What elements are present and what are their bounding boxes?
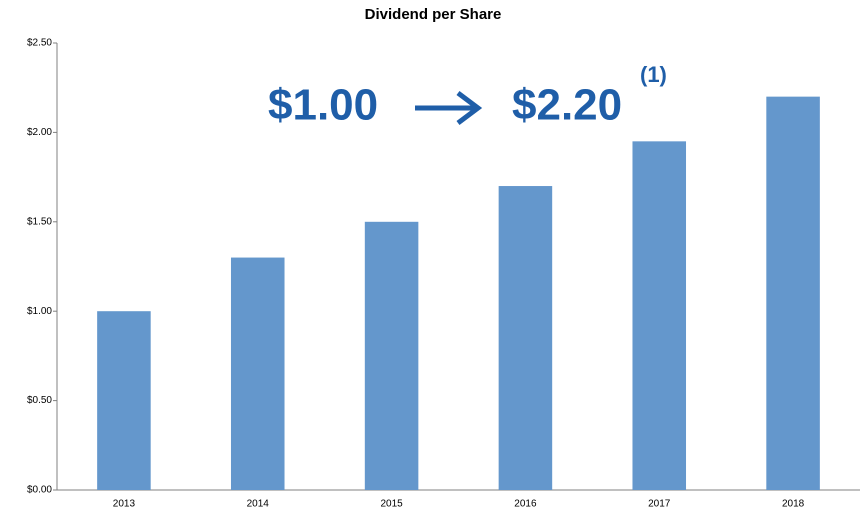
y-tick-label: $0.00 <box>27 485 52 496</box>
bar <box>364 221 419 491</box>
x-tick-label: 2014 <box>247 499 270 510</box>
annotation-footnote: (1) <box>640 62 667 87</box>
y-tick-label: $0.50 <box>27 395 52 406</box>
y-tick-label: $1.00 <box>27 306 52 317</box>
bar <box>766 96 820 490</box>
annotation-start: $1.00 <box>268 81 378 130</box>
x-tick-label: 2015 <box>380 499 403 510</box>
x-tick-label: 2017 <box>648 499 671 510</box>
y-tick-label: $1.50 <box>27 216 52 227</box>
annotation-arrow <box>415 91 483 125</box>
bar <box>97 311 151 490</box>
y-tick-label: $2.50 <box>27 38 52 49</box>
x-tick-label: 2018 <box>782 499 805 510</box>
bar <box>498 186 553 491</box>
bar <box>632 141 687 490</box>
bar <box>230 257 285 490</box>
x-tick-label: 2016 <box>514 499 537 510</box>
x-tick-label: 2013 <box>113 499 136 510</box>
y-tick-label: $2.00 <box>27 127 52 138</box>
annotation-end: $2.20 <box>512 81 622 130</box>
chart-title: Dividend per Share <box>365 6 502 23</box>
